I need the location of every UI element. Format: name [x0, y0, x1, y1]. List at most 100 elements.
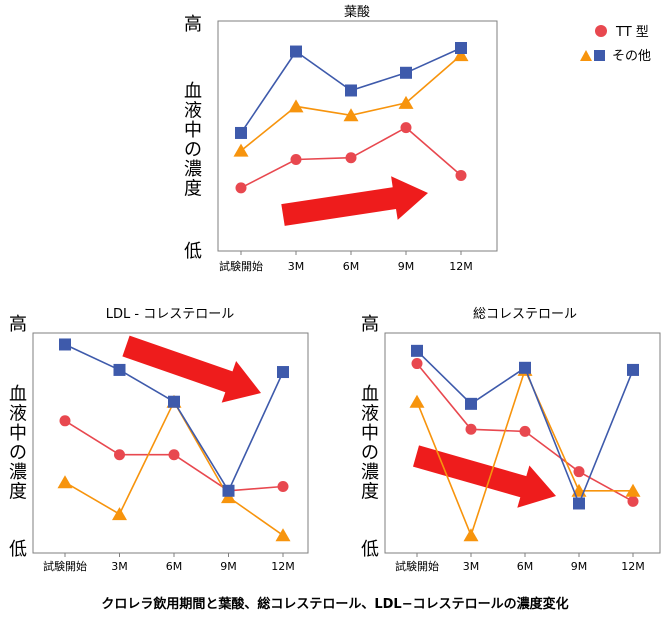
data-point-circle — [400, 122, 412, 134]
series-circle — [411, 358, 639, 507]
data-point-square — [465, 397, 477, 410]
y-axis-title-char: の — [9, 443, 27, 464]
legend-other-triangle-marker — [580, 50, 592, 61]
y-axis-title-char: 中 — [184, 120, 202, 141]
data-point-triangle — [625, 483, 641, 497]
data-point-triangle — [463, 528, 479, 542]
y-axis-title-char: 血 — [184, 81, 202, 102]
legend-other-label: その他 — [612, 49, 651, 64]
data-point-circle — [168, 449, 180, 461]
series-triangle — [409, 362, 641, 542]
data-point-triangle — [343, 108, 359, 122]
x-tick-label: 9M — [571, 560, 588, 573]
legend-other-square-marker — [594, 50, 605, 61]
y-axis-title-char: 度 — [9, 482, 27, 503]
plot-frame — [384, 332, 661, 554]
x-tick-label: 6M — [166, 560, 183, 573]
x-tick-label: 6M — [343, 260, 360, 273]
chart-title: 総コレステロール — [473, 307, 577, 322]
x-tick-label: 12M — [449, 260, 473, 273]
series-square — [235, 42, 467, 139]
data-point-triangle — [453, 48, 469, 62]
data-point-triangle — [398, 95, 414, 109]
data-point-circle — [627, 495, 639, 507]
data-point-circle — [290, 154, 302, 166]
series-circle — [59, 415, 289, 497]
series-line — [64, 399, 284, 536]
y-high-label: 高 — [9, 314, 27, 335]
data-point-circle — [411, 358, 423, 370]
data-point-circle — [345, 152, 357, 164]
y-axis-title-char: 血 — [361, 384, 379, 405]
x-tick-label: 試験開始 — [395, 559, 439, 573]
data-point-square — [222, 484, 235, 497]
data-point-triangle — [275, 528, 291, 542]
y-axis-title-char: の — [361, 443, 379, 464]
legend-tt-label: TT 型 — [615, 25, 649, 40]
series-circle — [235, 122, 467, 194]
y-axis-title-char: 血 — [9, 384, 27, 405]
figure-caption: クロレラ飲用期間と葉酸、総コレステロール、LDL−コレステロールの濃度変化 — [101, 596, 568, 612]
data-point-circle — [465, 423, 477, 435]
data-point-circle — [573, 466, 585, 478]
data-point-circle — [277, 481, 289, 493]
data-point-circle — [114, 449, 125, 461]
trend-arrow — [281, 176, 428, 226]
data-point-triangle — [57, 475, 73, 489]
legend-tt-marker — [595, 25, 607, 37]
x-tick-label: 3M — [463, 560, 480, 573]
data-point-square — [519, 361, 531, 374]
y-axis-title-char: 濃 — [9, 462, 27, 483]
series-square — [59, 338, 289, 497]
y-high-label: 高 — [361, 314, 379, 335]
chart-title: 葉酸 — [344, 5, 370, 20]
data-point-square — [411, 344, 423, 357]
y-axis-title-char: 中 — [361, 423, 379, 444]
data-point-circle — [59, 415, 71, 427]
data-point-square — [573, 497, 585, 510]
y-low-label: 低 — [184, 241, 202, 262]
y-axis-title-char: 濃 — [184, 159, 202, 180]
series-line — [416, 367, 633, 538]
data-point-square — [627, 363, 639, 376]
data-point-triangle — [112, 507, 127, 521]
x-tick-label: 3M — [288, 260, 305, 273]
y-low-label: 低 — [361, 539, 379, 560]
data-point-triangle — [288, 99, 304, 113]
data-point-square — [113, 363, 126, 376]
x-tick-label: 9M — [398, 260, 415, 273]
trend-arrow — [122, 335, 262, 403]
y-axis-title-char: 濃 — [361, 462, 379, 483]
series-triangle — [57, 394, 291, 542]
y-axis-title-char: の — [184, 140, 202, 161]
series-triangle — [233, 48, 469, 157]
x-tick-label: 3M — [111, 560, 128, 573]
series-line — [240, 54, 462, 152]
trend-arrow — [413, 445, 556, 508]
y-axis-title-char: 液 — [184, 101, 202, 122]
legend: TT 型 その他 — [580, 25, 651, 64]
y-axis-title-char: 度 — [361, 482, 379, 503]
data-point-circle — [519, 425, 531, 437]
data-point-triangle — [233, 143, 249, 157]
data-point-square — [400, 66, 412, 79]
data-point-circle — [235, 182, 247, 194]
x-tick-label: 試験開始 — [219, 259, 263, 273]
series-square — [411, 344, 639, 510]
x-tick-label: 6M — [517, 560, 534, 573]
data-point-square — [59, 338, 71, 351]
data-point-square — [345, 84, 357, 97]
y-axis-title-char: 中 — [9, 423, 27, 444]
data-point-square — [235, 126, 247, 139]
chart-title: LDL - コレステロール — [106, 307, 234, 322]
plot-frame — [32, 332, 309, 554]
y-low-label: 低 — [9, 539, 27, 560]
data-point-triangle — [409, 394, 425, 408]
data-point-square — [168, 395, 180, 408]
data-point-circle — [455, 169, 467, 181]
